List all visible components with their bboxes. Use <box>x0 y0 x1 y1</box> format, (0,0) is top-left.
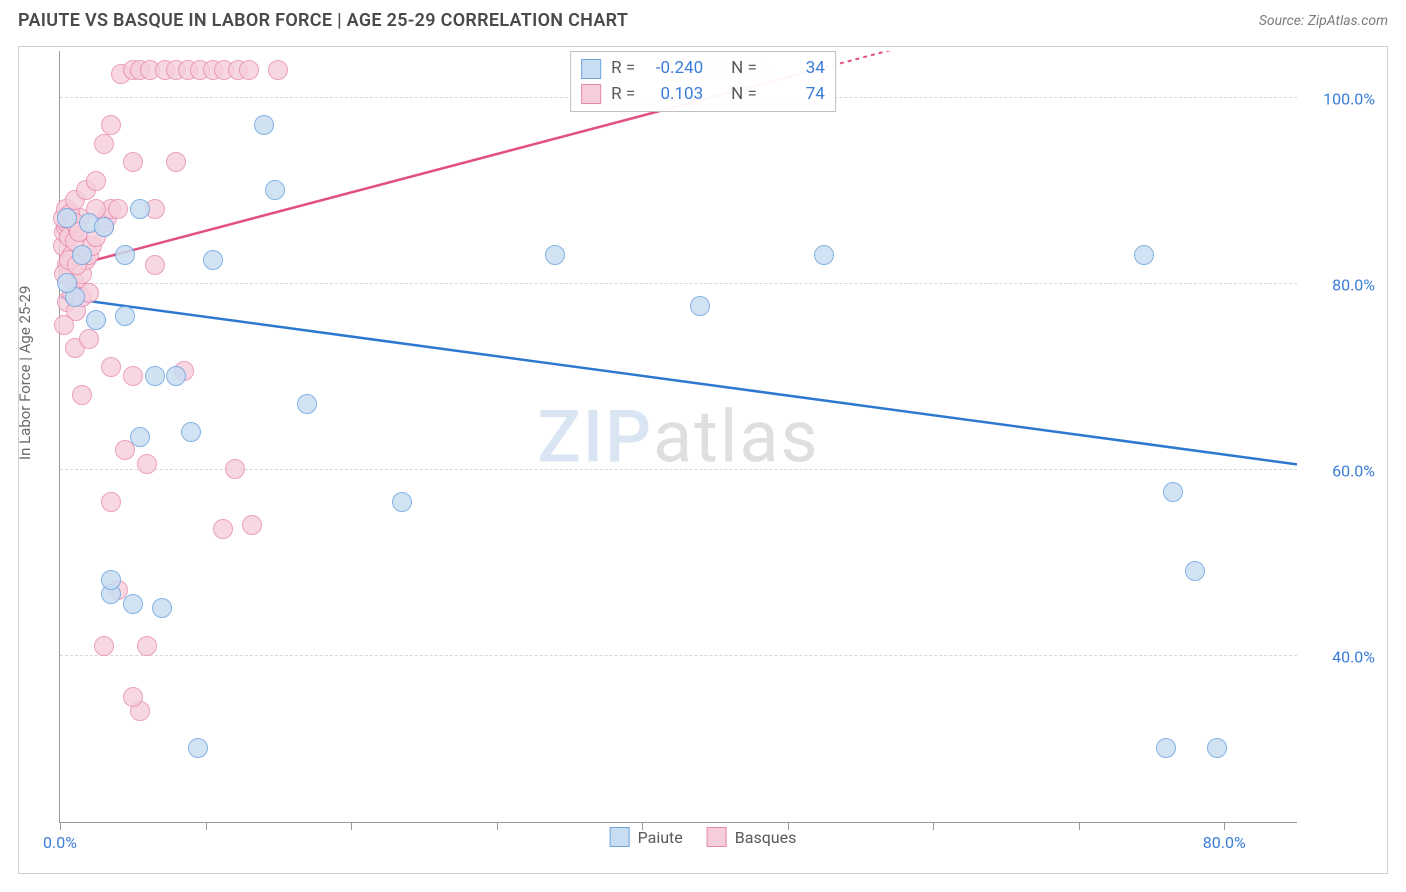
swatch-paiute <box>581 59 601 79</box>
paiute-point <box>166 366 186 386</box>
stats-row-paiute: R = -0.240 N = 34 <box>581 56 825 82</box>
paiute-point <box>297 394 317 414</box>
legend-label-basques: Basques <box>735 828 797 847</box>
paiute-point <box>814 245 834 265</box>
paiute-point <box>1134 245 1154 265</box>
basques-point <box>268 60 288 80</box>
paiute-point <box>115 306 135 326</box>
paiute-point <box>57 273 77 293</box>
basques-point <box>123 687 143 707</box>
stats-row-basques: R = 0.103 N = 74 <box>581 82 825 108</box>
watermark-zip: ZIP <box>537 394 653 479</box>
paiute-n-value: 34 <box>767 56 825 82</box>
legend: Paiute Basques <box>610 827 797 847</box>
paiute-point <box>86 310 106 330</box>
gridline-horizontal <box>60 283 1297 284</box>
y-axis-label: In Labor Force | Age 25-29 <box>16 286 34 460</box>
swatch-basques <box>707 827 727 847</box>
basques-r-value: 0.103 <box>645 82 703 108</box>
basques-point <box>101 357 121 377</box>
paiute-point <box>101 570 121 590</box>
gridline-horizontal <box>60 469 1297 470</box>
chart-title: PAIUTE VS BASQUE IN LABOR FORCE | AGE 25… <box>18 10 628 31</box>
basques-point <box>79 329 99 349</box>
basques-n-value: 74 <box>767 82 825 108</box>
trend-lines <box>60 51 1297 822</box>
paiute-point <box>181 422 201 442</box>
legend-label-paiute: Paiute <box>638 828 683 847</box>
x-tick <box>60 822 61 830</box>
basques-point <box>72 385 92 405</box>
basques-point <box>213 519 233 539</box>
y-tick-label: 100.0% <box>1323 89 1375 108</box>
n-label: N = <box>731 82 757 108</box>
paiute-point <box>1163 482 1183 502</box>
basques-point <box>137 454 157 474</box>
basques-point <box>94 134 114 154</box>
watermark-atlas: atlas <box>653 394 820 479</box>
basques-point <box>225 459 245 479</box>
paiute-point <box>545 245 565 265</box>
r-label: R = <box>611 82 635 108</box>
x-tick <box>933 822 934 830</box>
x-tick <box>206 822 207 830</box>
gridline-horizontal <box>60 655 1297 656</box>
basques-point <box>137 636 157 656</box>
paiute-point <box>72 245 92 265</box>
paiute-point <box>1207 738 1227 758</box>
x-tick-label: 0.0% <box>43 833 77 852</box>
paiute-point <box>690 296 710 316</box>
swatch-paiute <box>610 827 630 847</box>
x-tick <box>497 822 498 830</box>
basques-point <box>101 492 121 512</box>
basques-point <box>239 60 259 80</box>
paiute-point <box>130 427 150 447</box>
y-tick-label: 80.0% <box>1332 275 1375 294</box>
paiute-point <box>123 594 143 614</box>
paiute-point <box>152 598 172 618</box>
basques-point <box>108 199 128 219</box>
chart-container: In Labor Force | Age 25-29 ZIPatlas 0.0%… <box>18 46 1388 874</box>
correlation-stats-box: R = -0.240 N = 34 R = 0.103 N = 74 <box>570 51 836 112</box>
paiute-point <box>115 245 135 265</box>
basques-point <box>101 115 121 135</box>
x-tick-label: 80.0% <box>1203 833 1246 852</box>
y-tick-label: 60.0% <box>1332 461 1375 480</box>
basques-point <box>166 152 186 172</box>
y-tick-label: 40.0% <box>1332 647 1375 666</box>
watermark: ZIPatlas <box>537 394 819 479</box>
paiute-point <box>57 208 77 228</box>
legend-item-paiute: Paiute <box>610 827 683 847</box>
legend-item-basques: Basques <box>707 827 797 847</box>
paiute-point <box>265 180 285 200</box>
paiute-point <box>94 217 114 237</box>
paiute-point <box>188 738 208 758</box>
basques-point <box>54 315 74 335</box>
paiute-point <box>254 115 274 135</box>
source-citation: Source: ZipAtlas.com <box>1259 13 1388 29</box>
plot-area: ZIPatlas 0.0%80.0% <box>59 51 1297 823</box>
paiute-point <box>1185 561 1205 581</box>
paiute-point <box>130 199 150 219</box>
paiute-point <box>1156 738 1176 758</box>
n-label: N = <box>731 56 757 82</box>
swatch-basques <box>581 84 601 104</box>
paiute-point <box>145 366 165 386</box>
paiute-r-value: -0.240 <box>645 56 703 82</box>
x-tick <box>1224 822 1225 830</box>
x-tick <box>351 822 352 830</box>
basques-point <box>94 636 114 656</box>
x-tick <box>1079 822 1080 830</box>
basques-point <box>123 152 143 172</box>
paiute-point <box>392 492 412 512</box>
basques-point <box>242 515 262 535</box>
basques-point <box>86 171 106 191</box>
paiute-point <box>203 250 223 270</box>
r-label: R = <box>611 56 635 82</box>
basques-point <box>123 366 143 386</box>
basques-point <box>145 255 165 275</box>
